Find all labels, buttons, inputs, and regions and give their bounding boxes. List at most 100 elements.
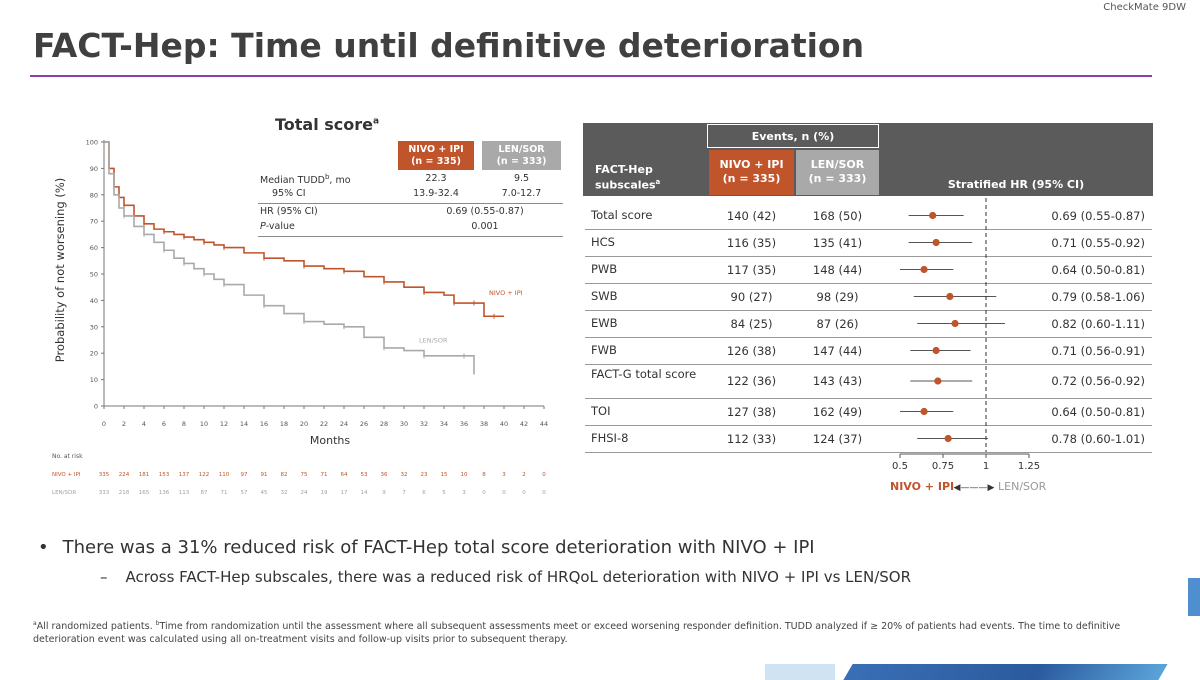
at-risk-value: 122 bbox=[199, 472, 210, 478]
at-risk-value: 9 bbox=[382, 490, 386, 496]
forest-row-divider bbox=[585, 310, 1152, 311]
km-divider bbox=[258, 203, 563, 204]
at-risk-value: 19 bbox=[321, 490, 328, 496]
km-x-tick-label: 12 bbox=[220, 420, 228, 428]
forest-nivo-events: 117 (35) bbox=[726, 262, 777, 277]
km-y-tick-label: 10 bbox=[90, 376, 98, 384]
forest-row-divider bbox=[585, 283, 1152, 284]
forest-nivo-events: 126 (38) bbox=[726, 343, 777, 358]
at-risk-value: 2 bbox=[522, 472, 526, 478]
at-risk-value: 0 bbox=[482, 490, 486, 496]
km-x-tick-label: 4 bbox=[142, 420, 146, 428]
forest-x-tick-label: 1 bbox=[983, 461, 989, 472]
forest-row-label: FACT-G total score bbox=[591, 367, 697, 381]
forest-len-events: 148 (44) bbox=[812, 262, 863, 277]
at-risk-value: 53 bbox=[361, 472, 368, 478]
forest-hr-text: 0.64 (0.50-0.81) bbox=[1051, 404, 1145, 419]
at-risk-value: 87 bbox=[201, 490, 208, 496]
at-risk-value: 97 bbox=[241, 472, 248, 478]
page-title: FACT-Hep: Time until definitive deterior… bbox=[33, 26, 865, 65]
at-risk-value: 32 bbox=[281, 490, 288, 496]
favors-nivo-label: NIVO + IPI bbox=[890, 480, 954, 493]
forest-row-label: Total score bbox=[591, 207, 653, 222]
at-risk-value: 110 bbox=[219, 472, 230, 478]
km-y-tick-label: 70 bbox=[90, 218, 98, 226]
forest-hr-text: 0.82 (0.60-1.11) bbox=[1051, 316, 1145, 331]
at-risk-value: 153 bbox=[159, 472, 170, 478]
at-risk-value: 24 bbox=[301, 490, 308, 496]
forest-row-divider bbox=[585, 364, 1152, 365]
km-median-nivo: 22.3 bbox=[425, 173, 447, 184]
km-x-tick-label: 36 bbox=[460, 420, 468, 428]
km-bottom-divider bbox=[258, 236, 563, 237]
forest-nivo-events: 140 (42) bbox=[726, 208, 777, 223]
at-risk-value: 181 bbox=[139, 472, 150, 478]
at-risk-value: 10 bbox=[461, 472, 468, 478]
forest-row-divider bbox=[585, 452, 1152, 453]
forest-nivo-events: 112 (33) bbox=[726, 431, 777, 446]
km-label-nivo: NIVO + IPI bbox=[489, 289, 523, 297]
forest-len-header: LEN/SOR (n = 333) bbox=[796, 150, 879, 195]
km-x-axis-label: Months bbox=[310, 434, 350, 447]
km-x-tick-label: 0 bbox=[102, 420, 106, 428]
at-risk-value: 137 bbox=[179, 472, 190, 478]
at-risk-value: 218 bbox=[119, 490, 130, 496]
at-risk-value: 7 bbox=[402, 490, 406, 496]
at-risk-value: 71 bbox=[221, 490, 228, 496]
km-ci-label: 95% CI bbox=[272, 188, 306, 199]
at-risk-value: 3 bbox=[502, 472, 506, 478]
forest-hr-point bbox=[946, 292, 954, 301]
forest-hr-text: 0.72 (0.56-0.92) bbox=[1051, 374, 1145, 388]
km-x-tick-label: 22 bbox=[320, 420, 328, 428]
at-risk-value: 165 bbox=[139, 490, 150, 496]
forest-row-label: SWB bbox=[591, 288, 618, 303]
at-risk-value: 75 bbox=[301, 472, 308, 478]
at-risk-label-nivo: NIVO + IPI bbox=[52, 472, 81, 478]
at-risk-value: 32 bbox=[401, 472, 408, 478]
forest-x-tick-label: 0.5 bbox=[892, 461, 908, 472]
forest-row-divider bbox=[585, 337, 1152, 338]
forest-row-divider bbox=[585, 425, 1152, 426]
km-x-tick-label: 26 bbox=[360, 420, 368, 428]
forest-subscales-header: FACT-Hep subscalesa bbox=[595, 163, 661, 192]
forest-hr-point bbox=[944, 434, 952, 443]
forest-row-label: PWB bbox=[591, 261, 618, 276]
at-risk-value: 82 bbox=[281, 472, 288, 478]
forest-hr-point bbox=[932, 346, 940, 355]
km-y-tick-label: 60 bbox=[90, 244, 98, 252]
km-nivo-header: NIVO + IPI (n = 335) bbox=[398, 141, 474, 170]
forest-len-events: 124 (37) bbox=[812, 431, 863, 446]
forest-hr-text: 0.71 (0.56-0.91) bbox=[1051, 343, 1145, 358]
forest-len-events: 162 (49) bbox=[812, 404, 863, 419]
forest-nivo-events: 127 (38) bbox=[726, 404, 777, 419]
at-risk-value: 6 bbox=[422, 490, 426, 496]
at-risk-value: 14 bbox=[361, 490, 368, 496]
forest-row-divider bbox=[585, 229, 1152, 230]
km-curve-len-sor bbox=[104, 141, 475, 375]
km-len-header: LEN/SOR (n = 333) bbox=[482, 141, 561, 170]
km-x-tick-label: 16 bbox=[260, 420, 268, 428]
km-ci-nivo: 13.9-32.4 bbox=[413, 188, 459, 199]
km-subtitle: Total scorea bbox=[275, 115, 380, 134]
at-risk-value: 0 bbox=[542, 490, 546, 496]
forest-nivo-events: 122 (36) bbox=[726, 374, 777, 388]
forest-nivo-header: NIVO + IPI (n = 335) bbox=[709, 150, 794, 195]
at-risk-value: 36 bbox=[381, 472, 388, 478]
at-risk-value: 23 bbox=[421, 472, 428, 478]
at-risk-value: 17 bbox=[341, 490, 348, 496]
footnote: aAll randomized patients. bTime from ran… bbox=[33, 620, 1121, 646]
km-x-tick-label: 42 bbox=[520, 420, 528, 428]
at-risk-value: 5 bbox=[442, 490, 446, 496]
km-y-tick-label: 50 bbox=[90, 271, 98, 279]
at-risk-value: 335 bbox=[99, 472, 110, 478]
forest-row-divider bbox=[585, 398, 1152, 399]
km-x-tick-label: 40 bbox=[500, 420, 508, 428]
forest-hr-point bbox=[932, 238, 940, 247]
at-risk-value: 71 bbox=[321, 472, 328, 478]
forest-len-events: 135 (41) bbox=[812, 235, 863, 250]
forest-len-events: 147 (44) bbox=[812, 343, 863, 358]
forest-row-label: FWB bbox=[591, 342, 617, 357]
km-y-tick-label: 0 bbox=[94, 403, 98, 411]
forest-hr-text: 0.64 (0.50-0.81) bbox=[1051, 262, 1145, 277]
forest-nivo-events: 116 (35) bbox=[726, 235, 777, 250]
